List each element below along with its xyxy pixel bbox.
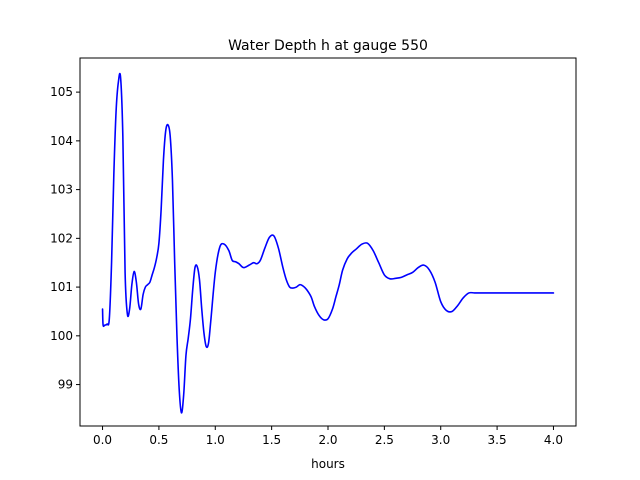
x-tick-label: 3.0 — [431, 433, 450, 447]
x-axis-label: hours — [311, 457, 345, 471]
y-axis: 99 100 101 102 103 104 105 — [50, 85, 80, 392]
series-line — [101, 72, 555, 414]
x-tick-label: 1.0 — [206, 433, 225, 447]
x-tick-label: 0.5 — [149, 433, 168, 447]
x-tick-label: 2.5 — [375, 433, 394, 447]
y-tick-label: 105 — [50, 85, 73, 99]
x-tick-label: 3.5 — [488, 433, 507, 447]
y-tick-label: 99 — [58, 378, 73, 392]
x-tick-label: 2.0 — [318, 433, 337, 447]
x-axis: 0.0 0.5 1.0 1.5 2.0 2.5 3.0 3.5 4.0 — [93, 426, 563, 447]
x-tick-label: 1.5 — [262, 433, 281, 447]
y-tick-label: 104 — [50, 134, 73, 148]
y-tick-label: 101 — [50, 280, 73, 294]
x-tick-label: 4.0 — [544, 433, 563, 447]
chart-title: Water Depth h at gauge 550 — [228, 38, 428, 54]
y-tick-label: 100 — [50, 329, 73, 343]
plot-area — [101, 72, 555, 414]
y-tick-label: 102 — [50, 231, 73, 245]
y-tick-label: 103 — [50, 183, 73, 197]
x-tick-label: 0.0 — [93, 433, 112, 447]
axes-frame — [79, 57, 577, 427]
